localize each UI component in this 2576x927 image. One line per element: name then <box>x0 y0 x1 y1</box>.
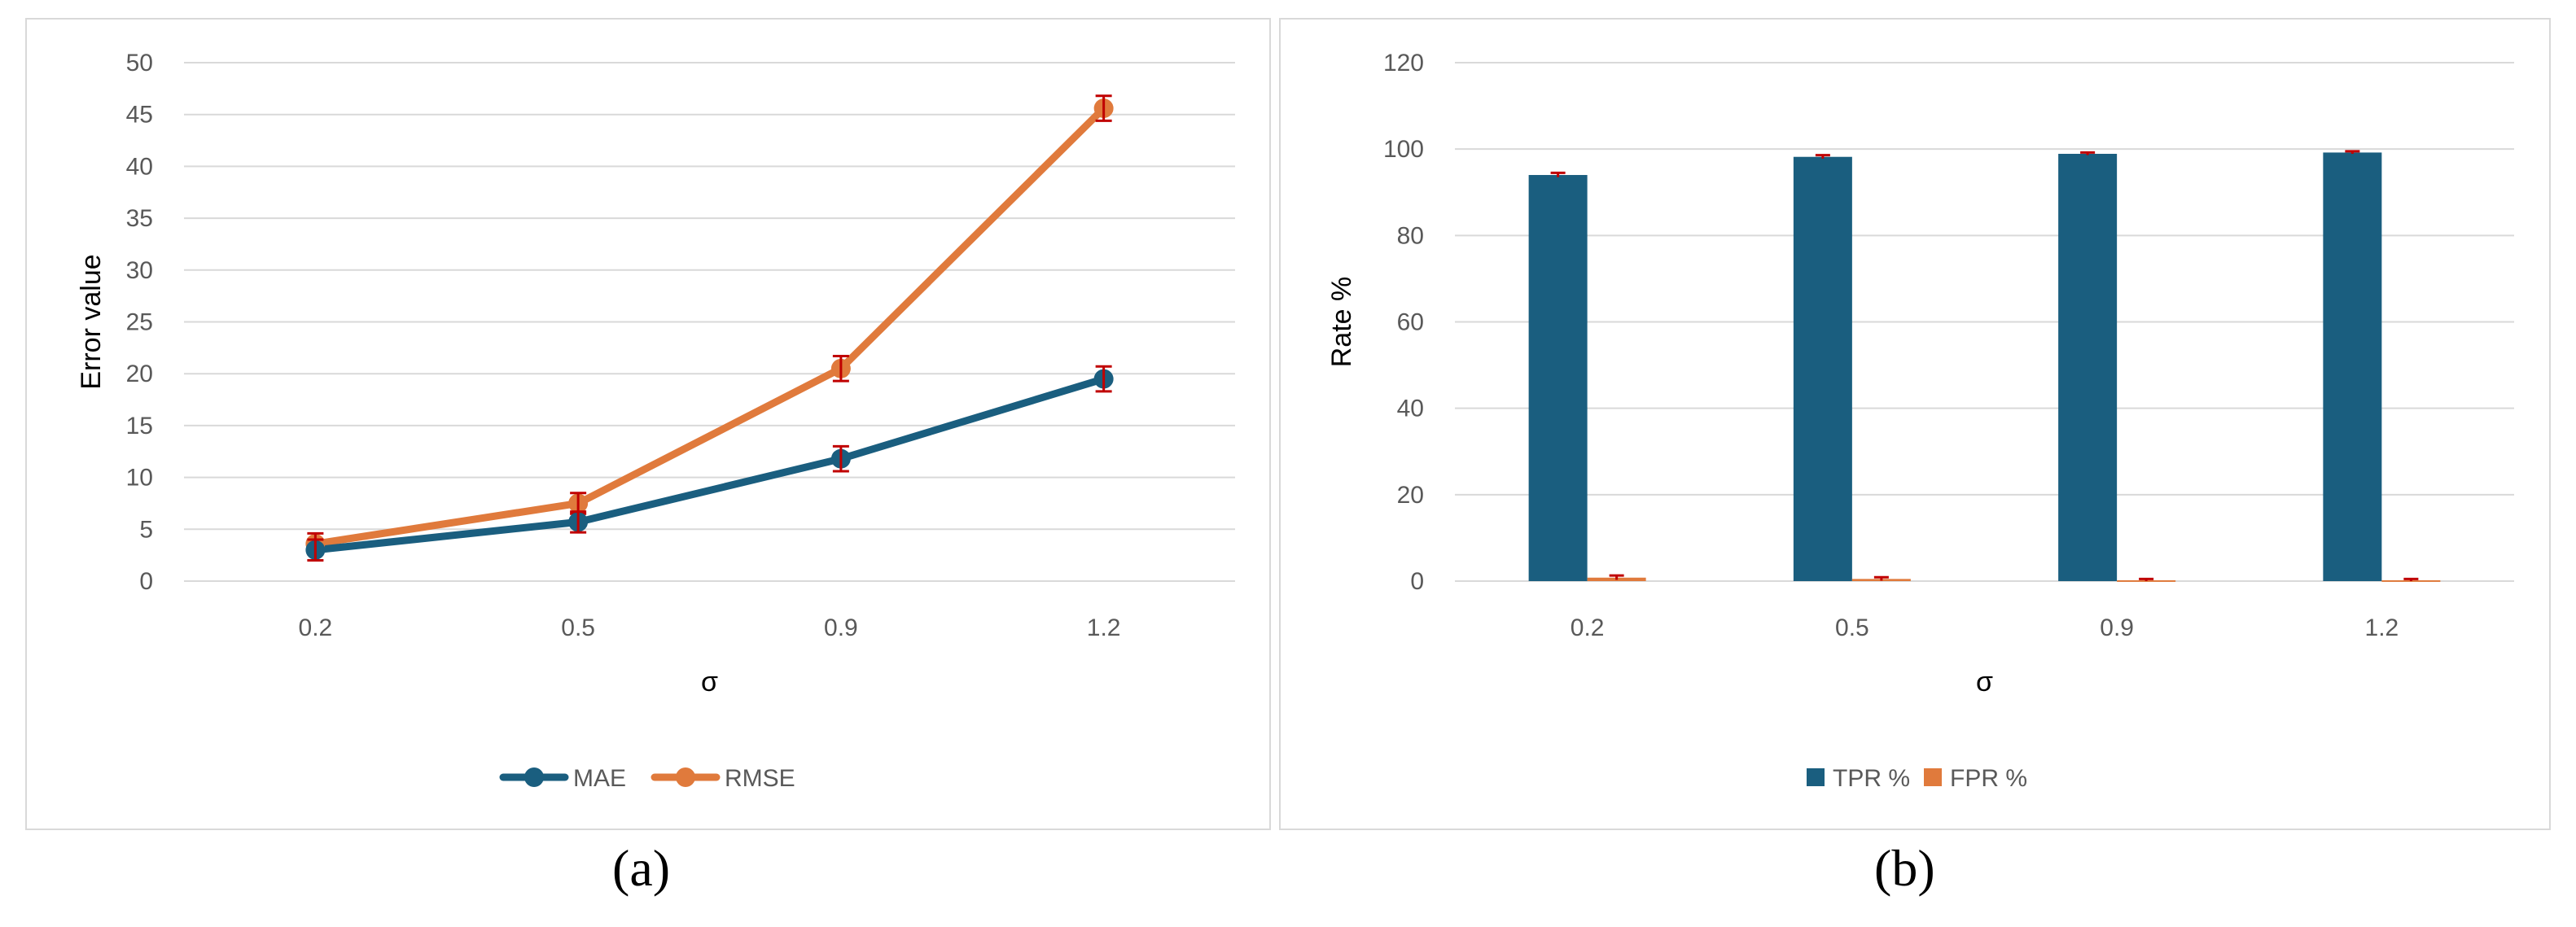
chart-panel-b: 0 20 40 60 80 100 120 0.2 0.5 0.9 1.2 σ Rate % TPR % F… <box>1279 18 2551 830</box>
line-chart-a: 0 5 10 15 20 25 30 35 40 45 50 0.2 0.5 0.9 1.2 σ Error v… <box>76 50 1235 792</box>
panel-label-b: (b) <box>1874 839 1935 897</box>
legend-marker-rmse <box>676 767 695 787</box>
y-tick-a-3: 15 <box>126 413 153 439</box>
y-tick-a-7: 35 <box>126 205 153 232</box>
y-tick-b-2: 40 <box>1397 396 1424 422</box>
y-tick-a-1: 5 <box>139 516 153 543</box>
y-tick-a-0: 0 <box>139 568 153 595</box>
x-tick-b-1: 0.5 <box>1835 614 1869 641</box>
x-tick-a-2: 0.9 <box>824 614 858 641</box>
y-tick-b-6: 120 <box>1383 50 1424 77</box>
x-tick-b-2: 0.9 <box>2100 614 2134 641</box>
x-tick-b-0: 0.2 <box>1571 614 1605 641</box>
panel-label-a: (a) <box>612 839 671 897</box>
y-tick-b-0: 0 <box>1410 568 1424 595</box>
bar-tpr-3 <box>2323 152 2382 581</box>
series-line-mae <box>311 375 1108 554</box>
x-tick-a-0: 0.2 <box>299 614 333 641</box>
bar-chart-b: 0 20 40 60 80 100 120 0.2 0.5 0.9 1.2 σ Rate % TPR % F… <box>1326 50 2514 792</box>
y-tick-a-2: 10 <box>126 465 153 492</box>
legend-swatch-tpr <box>1807 768 1825 786</box>
y-tick-a-8: 40 <box>126 153 153 180</box>
legend-label-mae: MAE <box>573 765 626 792</box>
series-line-rmse <box>311 104 1108 548</box>
y-tick-b-1: 20 <box>1397 482 1424 509</box>
x-tick-a-3: 1.2 <box>1087 614 1121 641</box>
y-tick-a-4: 20 <box>126 361 153 387</box>
y-tick-a-5: 25 <box>126 309 153 336</box>
bar-tpr-1 <box>1793 156 1852 581</box>
bar-tpr-0 <box>1528 175 1588 581</box>
bar-tpr-2 <box>2058 154 2118 581</box>
x-tick-b-3: 1.2 <box>2365 614 2399 641</box>
x-tick-a-1: 0.5 <box>561 614 595 641</box>
chart-panel-a: 0 5 10 15 20 25 30 35 40 45 50 0.2 0.5 0.9 1.2 σ Error v… <box>25 18 1271 830</box>
y-tick-a-6: 30 <box>126 257 153 284</box>
y-axis-title-a: Error value <box>76 254 107 389</box>
y-tick-a-9: 45 <box>126 102 153 129</box>
legend-label-tpr: TPR % <box>1833 765 1910 792</box>
y-axis-title-b: Rate % <box>1326 277 1357 368</box>
legend-label-rmse: RMSE <box>725 765 795 792</box>
x-axis-title-a: σ <box>701 667 718 697</box>
y-tick-a-10: 50 <box>126 50 153 77</box>
x-axis-title-b: σ <box>1976 667 1993 697</box>
y-tick-b-4: 80 <box>1397 222 1424 249</box>
legend-label-fpr: FPR % <box>1950 765 2027 792</box>
y-tick-b-5: 100 <box>1383 136 1424 163</box>
legend-marker-mae <box>524 767 544 787</box>
legend-swatch-fpr <box>1924 768 1942 786</box>
y-tick-b-3: 60 <box>1397 309 1424 336</box>
